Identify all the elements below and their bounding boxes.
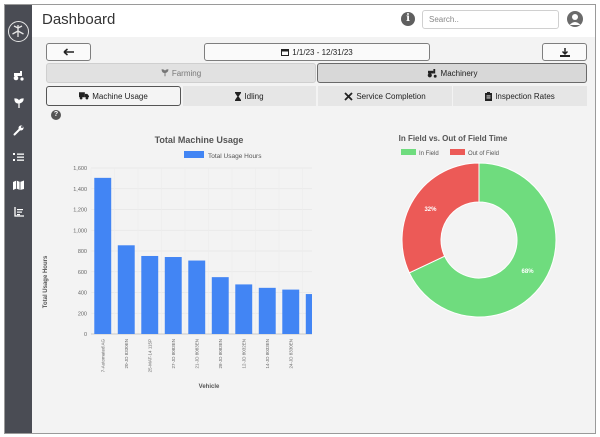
bar[interactable] xyxy=(258,287,276,334)
calendar-icon xyxy=(281,49,290,56)
download-icon xyxy=(559,47,570,57)
logo-icon[interactable] xyxy=(8,21,29,42)
wrench-icon[interactable] xyxy=(10,123,27,137)
legend-swatch xyxy=(184,151,204,158)
y-tick-label: 1,600 xyxy=(73,166,87,172)
tab-label: Service Completion xyxy=(356,91,426,101)
bar[interactable] xyxy=(164,257,182,334)
y-tick-label: 0 xyxy=(84,332,87,338)
bar[interactable] xyxy=(235,284,253,334)
bar[interactable] xyxy=(211,277,229,334)
chart-title: Total Machine Usage xyxy=(155,135,244,145)
in-field-chart: In Field vs. Out of Field Time In Field … xyxy=(399,134,557,318)
main-content: Dashboard i 1/1/23 - 12/31/23 Farming Ma… xyxy=(32,5,595,433)
download-button[interactable] xyxy=(542,43,587,61)
y-tick-label: 200 xyxy=(78,311,87,317)
y-axis-label: Total Usage Hours xyxy=(43,255,49,308)
x-tick-label: 27-JD 8083EN xyxy=(171,339,176,369)
tab-idling[interactable]: Idling xyxy=(183,86,316,106)
donut-slice[interactable] xyxy=(408,162,557,318)
farming-toggle[interactable]: Farming xyxy=(46,63,316,83)
legend-label: Total Usage Hours xyxy=(208,153,262,160)
x-tick-label: 7-Automated AG xyxy=(100,339,105,373)
bar[interactable] xyxy=(188,260,206,334)
bar[interactable] xyxy=(117,245,135,334)
bar[interactable] xyxy=(141,255,159,334)
chart-title: In Field vs. Out of Field Time xyxy=(399,134,508,143)
y-tick-label: 400 xyxy=(78,291,87,297)
app-window: Dashboard i 1/1/23 - 12/31/23 Farming Ma… xyxy=(4,4,596,434)
x-tick-label: 21-JD 8083EN xyxy=(194,339,199,369)
list-check-icon[interactable] xyxy=(10,150,27,164)
tab-inspection-rates[interactable]: Inspection Rates xyxy=(453,86,587,106)
legend-swatch-out-of-field xyxy=(450,149,465,155)
legend-label-out-of-field: Out of Field xyxy=(468,151,499,157)
page-title: Dashboard xyxy=(42,11,116,28)
bar[interactable] xyxy=(282,289,300,334)
farming-label: Farming xyxy=(171,68,202,78)
back-button[interactable] xyxy=(46,43,91,61)
x-tick-label: 24-JD 8330EN xyxy=(288,339,293,369)
hourglass-icon xyxy=(235,91,242,101)
date-range-label: 1/1/23 - 12/31/23 xyxy=(292,47,353,57)
help-icon[interactable]: ? xyxy=(51,110,61,120)
tab-label: Idling xyxy=(244,91,264,101)
sidebar xyxy=(5,5,32,433)
chart-list-icon[interactable] xyxy=(10,205,27,219)
header: Dashboard i xyxy=(32,5,595,37)
tractor-icon xyxy=(427,68,437,78)
machine-usage-chart: Total Machine Usage Total Usage Hours To… xyxy=(43,135,312,390)
machinery-toggle[interactable]: Machinery xyxy=(317,63,587,83)
info-icon[interactable]: i xyxy=(401,12,415,26)
x-tick-label: 14-JD 8033EN xyxy=(265,339,270,369)
x-axis-label: Vehicle xyxy=(199,384,220,390)
tools-icon xyxy=(344,91,353,101)
map-icon[interactable] xyxy=(10,178,27,192)
x-tick-label: 25-MAT-14 115P xyxy=(147,339,152,372)
x-tick-label: 28-JD 8083EN xyxy=(218,339,223,369)
date-range-button[interactable]: 1/1/23 - 12/31/23 xyxy=(204,43,430,61)
tab-service-completion[interactable]: Service Completion xyxy=(318,86,452,106)
user-icon[interactable] xyxy=(567,11,583,27)
seedling-icon[interactable] xyxy=(10,96,27,110)
machinery-label: Machinery xyxy=(440,68,478,78)
truck-icon xyxy=(79,92,90,100)
y-tick-label: 1,400 xyxy=(73,187,87,193)
y-tick-label: 600 xyxy=(78,270,87,276)
donut-slice[interactable] xyxy=(401,162,480,274)
seedling-icon xyxy=(161,69,169,77)
x-tick-label: 12-JD 8032EN xyxy=(241,339,246,369)
slice-label: 68% xyxy=(522,269,535,275)
tab-label: Machine Usage xyxy=(92,91,148,101)
y-tick-label: 1,200 xyxy=(73,208,87,214)
tab-machine-usage[interactable]: Machine Usage xyxy=(46,86,181,106)
arrow-left-icon xyxy=(63,48,74,56)
tractor-icon[interactable] xyxy=(10,69,27,83)
clipboard-icon xyxy=(485,91,493,101)
bar[interactable] xyxy=(94,177,112,334)
y-tick-label: 1,000 xyxy=(73,228,87,234)
legend-label-in-field: In Field xyxy=(419,151,439,157)
search-input[interactable] xyxy=(422,10,559,29)
slice-label: 32% xyxy=(424,207,437,213)
tab-label: Inspection Rates xyxy=(495,91,555,101)
x-tick-label: 20-JD 8330EN xyxy=(124,339,129,369)
y-tick-label: 800 xyxy=(78,249,87,255)
bar[interactable] xyxy=(305,294,312,334)
legend-swatch-in-field xyxy=(401,149,416,155)
